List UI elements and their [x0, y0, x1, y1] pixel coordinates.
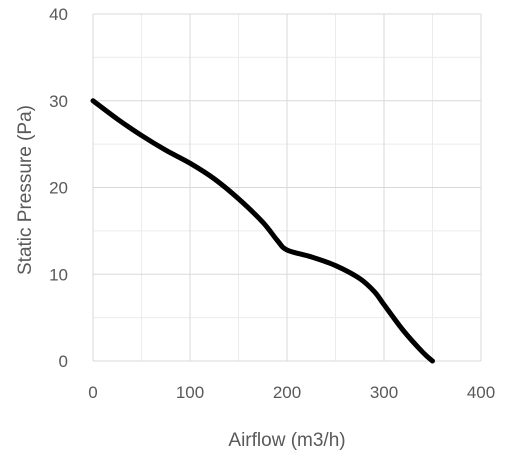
y-tick-labels: 0 10 20 30 40	[49, 5, 68, 371]
x-tick-label: 0	[88, 383, 97, 402]
x-tick-label: 100	[176, 383, 204, 402]
series-layer	[90, 98, 435, 364]
x-tick-label: 300	[370, 383, 398, 402]
y-tick-label: 10	[49, 265, 68, 284]
y-tick-label: 30	[49, 92, 68, 111]
series-line	[90, 98, 435, 364]
y-tick-label: 20	[49, 179, 68, 198]
x-tick-labels: 0 100 200 300 400	[88, 383, 495, 402]
y-axis-title: Static Pressure (Pa)	[15, 105, 36, 275]
y-tick-label: 40	[49, 5, 68, 24]
x-axis-title: Airflow (m3/h)	[228, 430, 345, 451]
x-tick-label: 200	[273, 383, 301, 402]
x-tick-label: 400	[467, 383, 495, 402]
major-gridlines	[92, 13, 482, 362]
y-tick-label: 0	[59, 352, 68, 371]
